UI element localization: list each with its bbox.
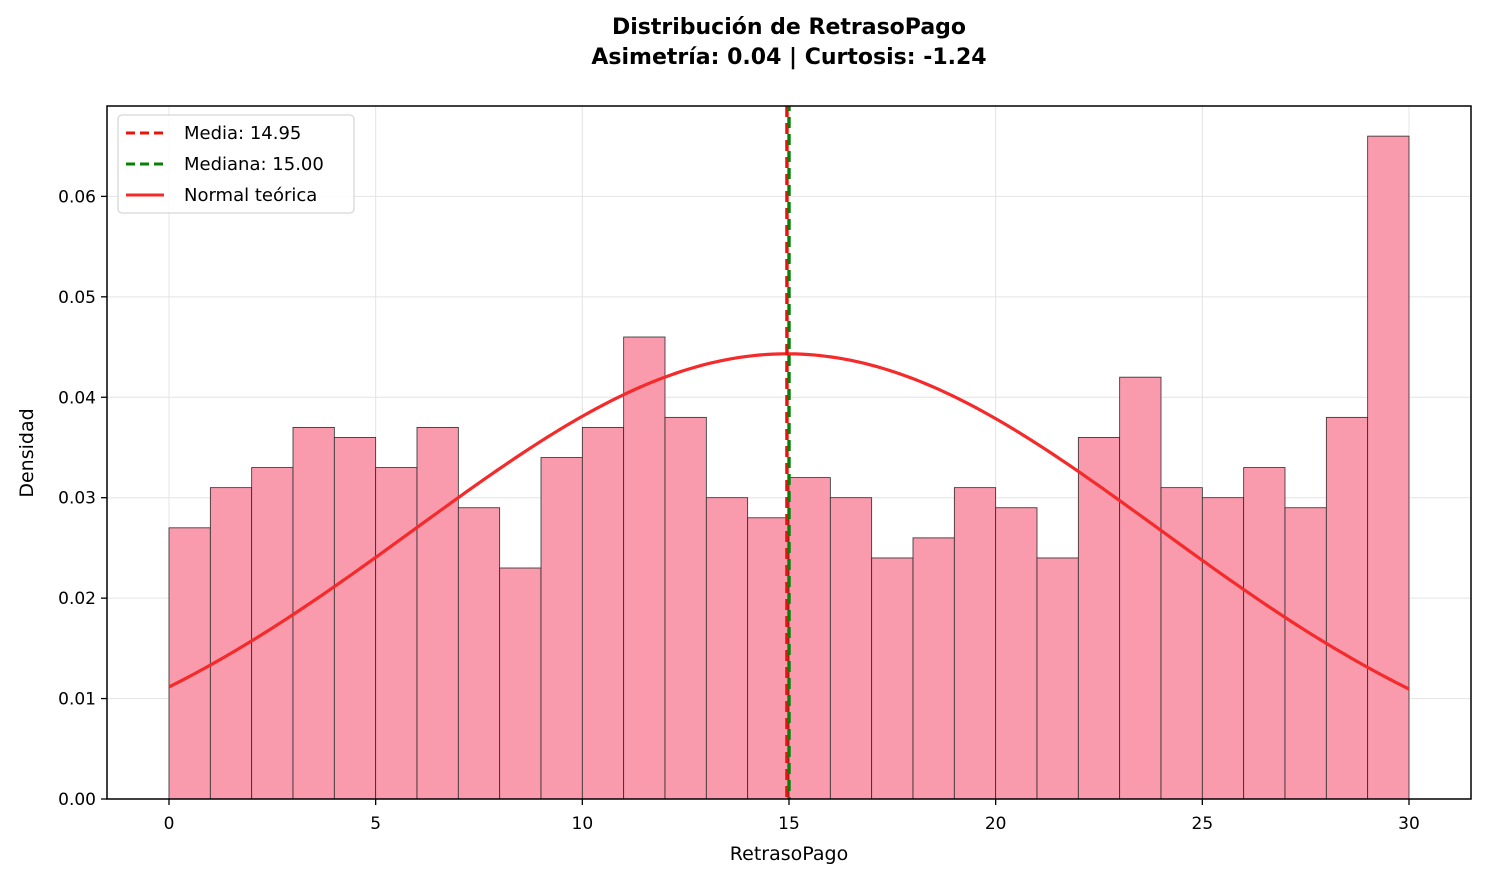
histogram-bar [375, 467, 418, 800]
histogram-bar [705, 497, 749, 800]
legend: Media: 14.95 Mediana: 15.00 Normal teóri… [117, 114, 355, 214]
histogram-bar [1077, 437, 1121, 800]
x-tick-label: 5 [370, 814, 381, 834]
chart-title-line2: Asimetría: 0.04 | Curtosis: -1.24 [591, 45, 986, 70]
chart-title-line1: Distribución de RetrasoPago [612, 15, 966, 40]
histogram-bar [457, 507, 501, 800]
histogram-bar [416, 426, 459, 800]
y-tick-label: 0.06 [58, 187, 96, 207]
x-tick-label: 30 [1398, 814, 1420, 834]
normal-curve-layer [168, 352, 1410, 691]
histogram-bar [747, 517, 790, 800]
histogram-bar [292, 426, 335, 800]
histogram-bar [1284, 507, 1327, 800]
y-tick-label: 0.04 [58, 388, 96, 408]
histogram-bar [829, 497, 873, 800]
histogram-bar [1325, 416, 1369, 800]
legend-median-label: Mediana: 15.00 [184, 154, 324, 175]
y-tick-label: 0.03 [58, 489, 96, 509]
legend-mean-label: Media: 14.95 [184, 123, 301, 144]
histogram-bar [333, 437, 377, 800]
histogram-bar [540, 457, 583, 800]
histogram-bar [953, 487, 997, 800]
y-tick-label: 0.00 [58, 790, 96, 810]
x-tick-label: 10 [572, 814, 594, 834]
histogram-bar [912, 537, 955, 800]
histogram-bar [664, 416, 707, 800]
legend-box [117, 114, 355, 214]
histogram-bar [1367, 135, 1410, 800]
legend-normal-label: Normal teórica [184, 185, 317, 206]
histogram-bar [168, 527, 211, 800]
x-tick-label: 15 [778, 814, 800, 834]
x-tick-label: 0 [164, 814, 175, 834]
y-tick-label: 0.05 [58, 288, 96, 308]
histogram-bar [251, 467, 294, 800]
histogram-bar [1036, 557, 1079, 800]
x-tick-label: 20 [985, 814, 1007, 834]
histogram-bar [1201, 497, 1245, 800]
y-axis-ticks: 0.00 0.01 0.02 0.03 0.04 0.05 0.06 [58, 187, 107, 810]
x-tick-label: 25 [1192, 814, 1214, 834]
x-axis-ticks: 0 5 10 15 20 25 30 [164, 799, 1420, 834]
histogram-bar [871, 557, 914, 800]
histogram-bar [1160, 487, 1203, 800]
y-axis-label: Densidad [16, 408, 38, 497]
histogram-bar [581, 426, 625, 800]
x-axis-label: RetrasoPago [730, 843, 848, 865]
histogram-bar [1243, 467, 1286, 800]
histogram-bar [1119, 376, 1162, 800]
normal-curve [168, 352, 1410, 691]
histogram-bar [995, 507, 1038, 800]
reference-lines [785, 106, 791, 799]
histogram-bar [623, 336, 666, 800]
y-tick-label: 0.02 [58, 589, 96, 609]
histogram-bar [499, 567, 542, 800]
histogram-bars [168, 135, 1410, 800]
y-tick-label: 0.01 [58, 690, 96, 710]
histogram-bar [788, 477, 831, 800]
